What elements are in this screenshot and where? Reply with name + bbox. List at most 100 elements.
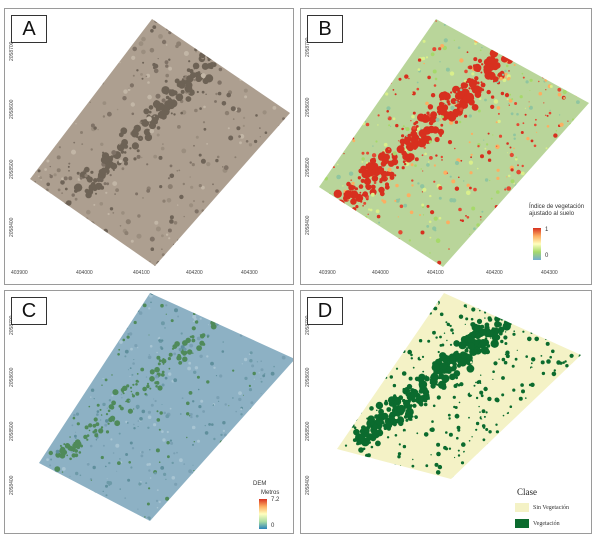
- texture-speck: [479, 328, 487, 336]
- texture-speck: [256, 69, 259, 72]
- texture-speck: [418, 444, 423, 448]
- texture-speck: [140, 73, 143, 76]
- texture-speck: [90, 352, 92, 354]
- texture-speck: [541, 70, 543, 73]
- texture-speck: [261, 21, 263, 24]
- texture-speck: [146, 520, 148, 521]
- texture-speck: [241, 527, 245, 531]
- texture-speck: [231, 504, 236, 509]
- texture-speck: [551, 259, 554, 262]
- texture-speck: [375, 430, 377, 432]
- texture-speck: [182, 494, 185, 497]
- texture-speck: [142, 303, 147, 308]
- texture-speck: [333, 204, 339, 210]
- texture-speck: [126, 327, 129, 330]
- texture-speck: [437, 464, 443, 470]
- texture-speck: [6, 511, 9, 514]
- texture-speck: [327, 432, 330, 435]
- texture-speck: [158, 34, 163, 39]
- texture-speck: [158, 339, 161, 342]
- texture-speck: [448, 486, 450, 488]
- texture-speck: [432, 307, 435, 310]
- texture-speck: [178, 16, 180, 18]
- texture-speck: [341, 339, 345, 343]
- texture-speck: [138, 311, 143, 315]
- texture-speck: [61, 177, 64, 181]
- texture-speck: [358, 184, 364, 189]
- texture-speck: [377, 124, 379, 126]
- texture-speck: [359, 492, 361, 494]
- texture-speck: [125, 453, 129, 456]
- texture-speck: [322, 365, 324, 367]
- texture-speck: [34, 357, 36, 359]
- texture-speck: [506, 318, 510, 322]
- texture-speck: [480, 394, 484, 398]
- texture-speck: [146, 463, 149, 466]
- texture-speck: [184, 484, 188, 488]
- texture-speck: [251, 75, 257, 81]
- texture-speck: [166, 441, 170, 445]
- texture-speck: [343, 402, 347, 405]
- texture-speck: [120, 406, 124, 411]
- texture-speck: [183, 75, 186, 78]
- texture-speck: [99, 177, 104, 183]
- legend-unit-c: Metros: [261, 490, 280, 496]
- texture-speck: [584, 231, 588, 235]
- texture-speck: [281, 516, 283, 518]
- texture-speck: [254, 40, 259, 44]
- texture-speck: [477, 233, 480, 236]
- texture-speck: [569, 313, 575, 318]
- texture-speck: [520, 383, 524, 387]
- texture-speck: [504, 93, 510, 98]
- texture-speck: [47, 364, 51, 369]
- texture-speck: [415, 130, 418, 133]
- texture-speck: [471, 206, 476, 211]
- texture-speck: [160, 321, 165, 326]
- texture-speck: [475, 450, 479, 454]
- texture-speck: [581, 252, 586, 257]
- texture-speck: [389, 291, 393, 293]
- texture-speck: [171, 19, 176, 20]
- texture-speck: [372, 460, 375, 463]
- texture-speck: [17, 226, 19, 228]
- texture-speck: [348, 63, 353, 68]
- texture-speck: [398, 420, 404, 427]
- texture-speck: [318, 491, 320, 493]
- texture-speck: [492, 264, 495, 267]
- texture-speck: [504, 331, 507, 333]
- texture-speck: [30, 464, 32, 466]
- texture-speck: [530, 37, 534, 40]
- texture-speck: [220, 202, 223, 205]
- texture-speck: [302, 83, 307, 88]
- texture-speck: [437, 526, 441, 530]
- texture-speck: [576, 380, 580, 384]
- texture-speck: [173, 452, 176, 455]
- texture-speck: [342, 45, 346, 50]
- texture-speck: [402, 257, 407, 262]
- texture-speck: [122, 26, 125, 29]
- texture-speck: [513, 133, 516, 137]
- texture-speck: [427, 104, 434, 110]
- texture-speck: [278, 505, 280, 507]
- texture-speck: [351, 490, 354, 493]
- texture-speck: [508, 103, 510, 105]
- texture-speck: [165, 73, 169, 78]
- texture-speck: [582, 92, 586, 95]
- texture-speck: [486, 344, 491, 348]
- texture-speck: [455, 269, 458, 272]
- texture-speck: [465, 81, 468, 84]
- texture-speck: [393, 423, 397, 427]
- texture-speck: [130, 102, 135, 107]
- texture-speck: [221, 350, 225, 353]
- texture-speck: [332, 487, 335, 490]
- texture-speck: [307, 451, 309, 453]
- texture-speck: [132, 383, 135, 386]
- texture-speck: [505, 373, 507, 376]
- texture-speck: [547, 445, 552, 450]
- texture-speck: [182, 340, 188, 346]
- texture-speck: [313, 225, 317, 229]
- texture-speck: [284, 217, 287, 220]
- texture-speck: [93, 398, 95, 400]
- texture-speck: [495, 121, 498, 124]
- texture-speck: [224, 30, 230, 35]
